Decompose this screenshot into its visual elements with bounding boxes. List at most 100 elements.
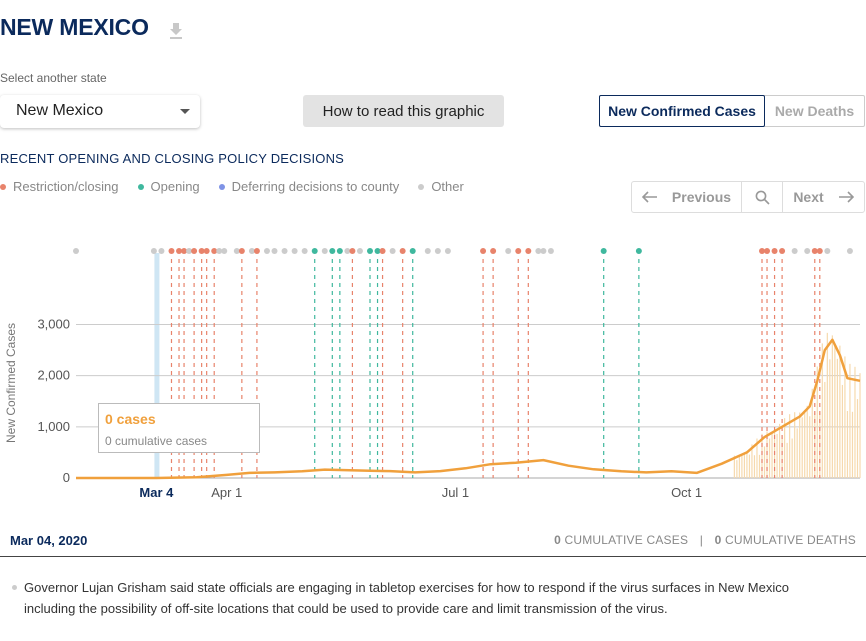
y-tick-label: 0: [63, 470, 70, 485]
page-title: NEW MEXICO: [0, 14, 149, 40]
legend-label: Opening: [150, 179, 200, 194]
policy-dot: [150, 248, 157, 254]
policy-dot: [203, 248, 210, 254]
policy-dot: [176, 248, 183, 254]
policy-dot: [344, 248, 351, 254]
policy-dot: [233, 248, 240, 254]
search-icon: [755, 190, 770, 205]
policy-dot: [263, 248, 270, 254]
state-select-value: New Mexico: [16, 102, 104, 119]
event-bullet: [12, 585, 17, 590]
policy-dot: [73, 248, 79, 254]
policy-dot: [399, 248, 406, 254]
cases-chart[interactable]: 0 1,000 2,000 3,000 New Confirmed Cases Mar 4…: [0, 235, 866, 515]
policy-dot: [356, 248, 363, 254]
policy-dot: [281, 248, 288, 254]
policy-dot: [804, 248, 811, 254]
cumulative-totals: 0 CUMULATIVE CASES | 0 CUMULATIVE DEATHS: [554, 533, 856, 547]
y-tick-label: 1,000: [37, 419, 70, 434]
chevron-down-icon: [180, 109, 190, 114]
policy-dot: [547, 248, 554, 254]
toggle-new-deaths[interactable]: New Deaths: [774, 103, 855, 119]
policy-dot: [535, 248, 542, 254]
selected-date-band: [154, 253, 160, 478]
cumulative-cases-label: CUMULATIVE CASES: [564, 533, 689, 547]
policy-dot: [238, 248, 245, 254]
policy-dot: [198, 248, 205, 254]
legend-item-other: Other: [418, 179, 464, 194]
state-select-label: Select another state: [0, 71, 107, 85]
event-pager: Previous Next: [631, 181, 865, 213]
previous-label: Previous: [671, 189, 732, 205]
toggle-new-confirmed-cases[interactable]: New Confirmed Cases: [599, 95, 765, 127]
policy-dot: [424, 248, 431, 254]
y-tick-label: 3,000: [37, 317, 70, 332]
policy-dot: [248, 248, 255, 254]
cases-line: [76, 338, 861, 480]
totals-separator: |: [699, 533, 704, 547]
legend-dot-deferring: [218, 183, 225, 190]
legend-label: Deferring decisions to county: [231, 179, 400, 194]
arrow-left-icon: [641, 191, 657, 203]
x-tick-label: Apr 1: [211, 485, 242, 500]
policy-dot: [158, 248, 165, 254]
policy-dot: [480, 248, 487, 254]
policy-dot: [525, 248, 532, 254]
policy-dot: [221, 248, 228, 254]
policy-dot: [779, 248, 786, 254]
policy-dot: [824, 248, 831, 254]
y-axis-label: New Confirmed Cases: [4, 323, 18, 443]
state-select[interactable]: New Mexico: [0, 95, 200, 128]
policy-dot: [846, 248, 853, 254]
y-tick-label: 2,000: [37, 368, 70, 383]
policy-dot: [374, 248, 381, 254]
arrow-right-icon: [838, 191, 854, 203]
policy-dot: [635, 248, 642, 254]
x-tick-label: Oct 1: [671, 485, 702, 500]
policy-dot: [168, 248, 175, 254]
policy-dot: [367, 248, 373, 254]
policy-dot: [301, 248, 308, 254]
policy-dot: [764, 248, 771, 254]
event-text: Governor Lujan Grisham said state offici…: [24, 580, 789, 616]
policy-dot: [791, 248, 798, 254]
policy-dot: [771, 248, 778, 254]
how-to-read-button[interactable]: How to read this graphic: [303, 95, 504, 127]
legend-dot-other: [418, 183, 425, 190]
chart-tooltip: 0 cases 0 cumulative cases: [98, 403, 260, 453]
cumulative-deaths-label: CUMULATIVE DEATHS: [725, 533, 856, 547]
policy-dot: [759, 248, 765, 254]
legend-item-deferring: Deferring decisions to county: [218, 179, 400, 194]
selection-summary: Mar 04, 2020 0 CUMULATIVE CASES | 0 CUMU…: [0, 524, 866, 557]
policy-dot: [444, 248, 451, 254]
policy-dot: [540, 248, 547, 254]
legend-item-restriction: Restriction/closing: [0, 179, 119, 194]
tooltip-cases: 0 cases: [105, 411, 156, 427]
policy-dot: [329, 248, 336, 254]
policy-dot: [515, 248, 522, 254]
policy-dot: [181, 248, 188, 254]
legend-label: Other: [431, 179, 464, 194]
legend-label: Restriction/closing: [13, 179, 119, 194]
download-icon[interactable]: [168, 22, 184, 40]
policy-dot: [186, 248, 193, 254]
legend-dot-opening: [137, 183, 144, 190]
policy-dot: [291, 248, 298, 254]
selected-date: Mar 04, 2020: [10, 533, 88, 548]
policy-dot: [253, 248, 260, 254]
policy-dot: [379, 248, 386, 254]
previous-button[interactable]: Previous: [632, 182, 742, 212]
policy-dot: [434, 248, 441, 254]
x-tick-label: Jul 1: [442, 485, 469, 500]
metric-toggle: New Confirmed Cases New Deaths: [599, 95, 865, 127]
policy-dot: [490, 248, 497, 254]
search-button[interactable]: [742, 182, 783, 212]
tooltip-cumulative: 0 cumulative cases: [105, 434, 208, 448]
policy-dot: [811, 248, 818, 254]
next-button[interactable]: Next: [783, 182, 864, 212]
x-tick-label: Mar 4: [139, 485, 174, 500]
policy-dot: [271, 248, 278, 254]
cumulative-cases-value: 0: [554, 533, 561, 547]
policy-dot: [336, 248, 343, 254]
policy-dot: [389, 248, 396, 254]
